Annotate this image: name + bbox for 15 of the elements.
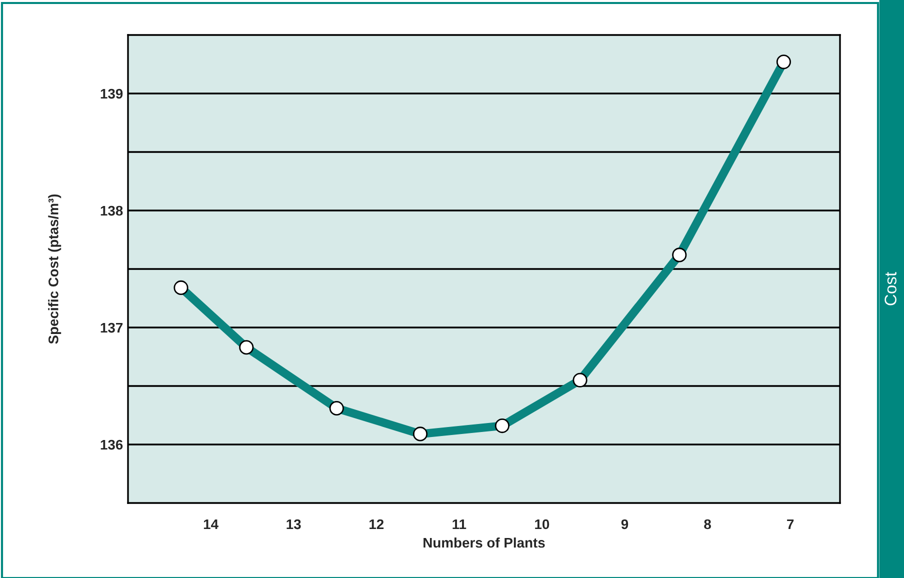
y-tick-label: 138: [100, 206, 123, 216]
x-tick-label: 12: [370, 519, 384, 530]
x-tick-label: 11: [452, 519, 466, 530]
x-tick-label: 8: [704, 519, 711, 530]
x-tick-label: 7: [787, 519, 794, 530]
x-tick-label: 10: [535, 519, 550, 530]
y-tick-label: 137: [100, 322, 123, 333]
y-tick-label: 136: [100, 440, 123, 450]
x-tick-label: 13: [286, 519, 301, 530]
x-axis-title: Numbers of Plants: [424, 537, 545, 548]
x-tick-label: 14: [204, 519, 218, 530]
y-tick-label: 139: [100, 88, 123, 99]
text: Cost: [884, 272, 896, 306]
x-tick-label: 9: [621, 519, 628, 530]
y-axis-title: Specific Cost (ptas/m³): [48, 194, 62, 344]
